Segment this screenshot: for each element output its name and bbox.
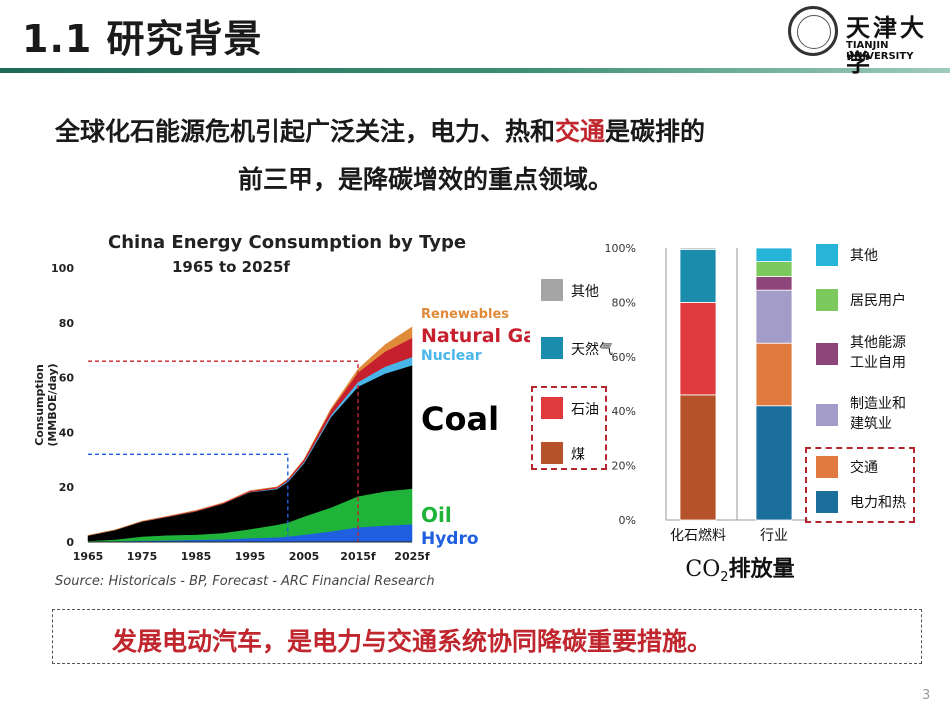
bar-x-axis-label: CO2排放量	[685, 556, 794, 585]
bar-y-tick-label: 0%	[619, 514, 636, 527]
bar-segment-1	[755, 261, 793, 277]
bar-category-label: 化石燃料	[670, 527, 726, 544]
bar-segment-0	[679, 248, 717, 303]
legend-swatch	[816, 343, 838, 365]
bar-y-tick-label: 60%	[612, 351, 636, 364]
sector-legend-highlight-box	[805, 447, 915, 523]
headline-text-1a: 全球化石能源危机引起广泛关注，电力、热和	[55, 117, 556, 146]
area-y-tick-label: 80	[59, 317, 75, 330]
bar-segment-0	[679, 302, 717, 396]
area-x-tick-label: 2025f	[394, 550, 430, 563]
legend-label: 其他能源 工业自用	[850, 335, 906, 371]
university-logo-subtitle: TIANJIN UNIVERSITY	[846, 40, 914, 62]
legend-label: 煤	[571, 447, 585, 463]
bar-segment-1	[755, 276, 793, 291]
area-y-tick-label: 60	[59, 372, 75, 385]
area-x-tick-label: 2015f	[340, 550, 376, 563]
energy-consumption-area-chart: 0 20 40 60 80 100 1965 1975 1985 1995 2005 2015f 202…	[51, 262, 530, 563]
area-series-label: Nuclear	[421, 348, 482, 364]
area-y-tick-label: 20	[59, 481, 75, 494]
bar-segment-1	[755, 247, 793, 263]
area-x-tick-label: 2005	[289, 550, 320, 563]
area-series-renewables	[87, 326, 413, 536]
bar-segment-0	[679, 247, 717, 250]
legend-swatch	[816, 289, 838, 311]
area-y-tick-label: 100	[51, 262, 74, 275]
bar-segment-1	[755, 342, 793, 407]
legend-swatch	[816, 491, 838, 513]
legend-swatch	[816, 404, 838, 426]
area-x-tick-label: 1995	[235, 550, 266, 563]
legend-swatch	[816, 456, 838, 478]
area-x-tick-label: 1975	[127, 550, 158, 563]
area-y-tick-label: 0	[66, 536, 74, 549]
headline-text-1b: 是碳排的	[605, 117, 706, 146]
area-reference-line	[88, 453, 289, 542]
area-series-label: Renewables	[421, 307, 509, 322]
bar-segment-0	[679, 394, 717, 521]
bar-y-tick-label: 40%	[612, 405, 636, 418]
slide-title: 1.1 研究背景	[22, 17, 263, 61]
area-series-label: Oil	[421, 503, 452, 527]
area-series-label: Natural Gas	[421, 325, 530, 347]
legend-swatch	[541, 337, 563, 359]
legend-label: 其他	[571, 284, 599, 300]
university-logo-name: 天津大学	[846, 13, 927, 77]
area-x-tick-label: 1965	[73, 550, 104, 563]
title-underline-bar	[0, 68, 950, 73]
bar-y-tick-label: 20%	[612, 460, 636, 473]
bar-y-tick-label: 80%	[612, 296, 636, 309]
legend-label: 电力和热	[850, 495, 906, 511]
fuel-legend-highlight-box	[531, 386, 607, 470]
bar-segment-1	[755, 405, 793, 521]
conclusion-text: 发展电动汽车，是电力与交通系统协同降碳重要措施。	[112, 627, 713, 656]
page-number: 3	[922, 688, 931, 703]
area-series-label: Hydro	[421, 529, 479, 549]
area-chart-subtitle: 1965 to 2025f	[172, 258, 290, 276]
bar-category-label: 行业	[760, 528, 788, 544]
area-x-tick-label: 1985	[181, 550, 212, 563]
legend-swatch	[541, 397, 563, 419]
chart-source-note: Source: Historicals - BP, Forecast - ARC…	[55, 574, 435, 589]
headline-highlight: 交通	[555, 117, 606, 146]
bar-segment-1	[755, 289, 793, 344]
area-series-label: Coal	[421, 400, 499, 438]
legend-swatch	[816, 244, 838, 266]
area-y-tick-label: 40	[59, 426, 75, 439]
legend-label: 居民用户	[850, 293, 906, 309]
legend-label: 制造业和 建筑业	[850, 396, 906, 432]
legend-label: 交通	[850, 460, 878, 476]
headline-line-2: 前三甲，是降碳增效的重点领域。	[238, 165, 614, 194]
bar-y-tick-label: 100%	[605, 242, 636, 255]
university-seal-icon	[788, 6, 838, 56]
legend-label: 其他	[850, 248, 878, 264]
legend-label: 石油	[571, 402, 599, 418]
legend-label: 天然气	[571, 342, 613, 358]
legend-swatch	[541, 442, 563, 464]
area-reference-line	[88, 360, 359, 542]
headline-line-1: 全球化石能源危机引起广泛关注，电力、热和交通是碳排的	[55, 112, 705, 148]
co2-emission-stacked-bar-chart: 0% 20% 40% 60% 80% 100% 化石燃料 行业 CO2排放量	[605, 242, 808, 585]
conclusion-box	[52, 609, 922, 664]
area-chart-title: China Energy Consumption by Type	[108, 232, 467, 253]
legend-swatch	[541, 279, 563, 301]
